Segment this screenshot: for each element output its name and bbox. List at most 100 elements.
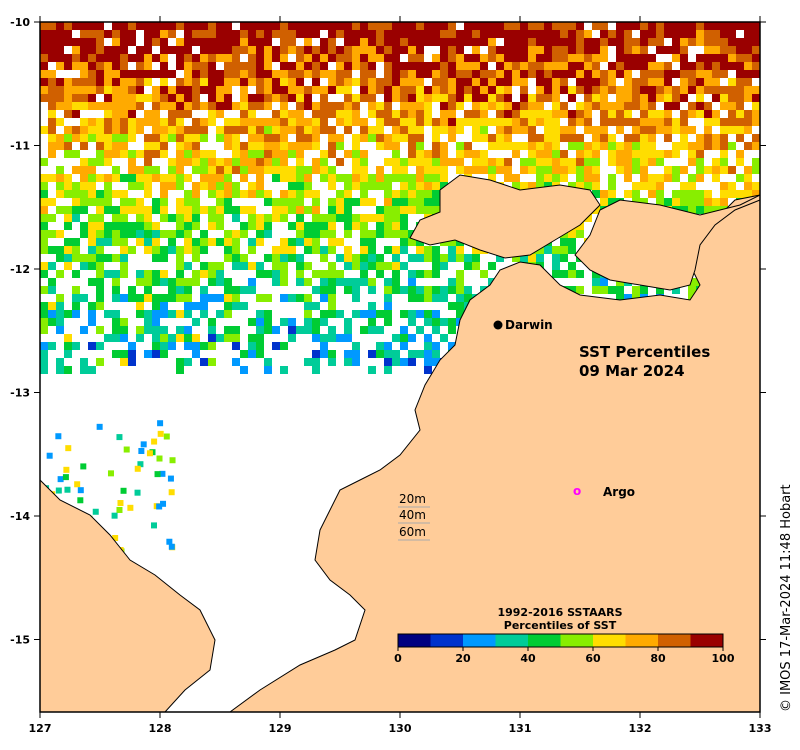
sst-cell bbox=[720, 182, 728, 190]
sst-cell bbox=[88, 174, 96, 182]
sst-cell bbox=[200, 174, 208, 182]
sst-cell bbox=[520, 182, 528, 190]
sst-cell bbox=[384, 302, 392, 310]
sst-cell bbox=[488, 70, 496, 78]
sst-cell bbox=[456, 246, 464, 254]
sst-cell bbox=[352, 286, 360, 294]
sst-cell bbox=[88, 222, 96, 230]
sst-cell bbox=[384, 102, 392, 110]
sst-cell bbox=[112, 270, 120, 278]
sst-cell bbox=[160, 46, 168, 54]
sst-cell bbox=[528, 38, 536, 46]
sst-cell bbox=[568, 22, 576, 30]
sst-cell bbox=[272, 78, 280, 86]
sst-cell bbox=[392, 262, 400, 270]
sst-cell bbox=[360, 174, 368, 182]
sst-cell bbox=[384, 46, 392, 54]
sst-cell bbox=[248, 206, 256, 214]
sst-cell bbox=[40, 38, 48, 46]
sst-cell bbox=[256, 230, 264, 238]
sst-cell bbox=[680, 142, 688, 150]
sst-cell bbox=[352, 30, 360, 38]
sst-cell bbox=[640, 126, 648, 134]
sst-cell bbox=[200, 54, 208, 62]
sst-cell bbox=[312, 158, 320, 166]
sst-cell bbox=[240, 22, 248, 30]
sst-cell bbox=[552, 46, 560, 54]
sst-cell bbox=[72, 310, 80, 318]
sst-cell bbox=[728, 190, 736, 198]
sst-cell bbox=[624, 102, 632, 110]
sst-cell bbox=[88, 310, 96, 318]
sst-cell bbox=[432, 190, 440, 198]
sst-cell bbox=[40, 358, 48, 366]
sst-cell bbox=[704, 134, 712, 142]
sst-cell bbox=[144, 158, 152, 166]
sst-cell bbox=[55, 487, 62, 494]
sst-cell bbox=[112, 86, 120, 94]
sst-cell bbox=[168, 182, 176, 190]
sst-cell bbox=[288, 110, 296, 118]
sst-cell bbox=[272, 70, 280, 78]
sst-cell bbox=[456, 150, 464, 158]
sst-cell bbox=[488, 54, 496, 62]
sst-cell bbox=[400, 166, 408, 174]
sst-cell bbox=[136, 334, 144, 342]
sst-cell bbox=[536, 102, 544, 110]
sst-cell bbox=[696, 166, 704, 174]
sst-cell bbox=[328, 246, 336, 254]
sst-cell bbox=[56, 86, 64, 94]
sst-cell bbox=[464, 78, 472, 86]
sst-cell bbox=[664, 118, 672, 126]
sst-cell bbox=[728, 110, 736, 118]
sst-cell bbox=[408, 286, 416, 294]
sst-cell bbox=[208, 294, 216, 302]
sst-cell bbox=[184, 30, 192, 38]
title-line1: SST Percentiles bbox=[579, 343, 711, 361]
sst-cell bbox=[120, 134, 128, 142]
sst-cell bbox=[640, 142, 648, 150]
sst-cell bbox=[208, 54, 216, 62]
sst-cell bbox=[712, 22, 720, 30]
sst-cell bbox=[408, 38, 416, 46]
sst-cell bbox=[144, 310, 152, 318]
sst-cell bbox=[296, 118, 304, 126]
sst-cell bbox=[104, 238, 112, 246]
sst-cell bbox=[392, 70, 400, 78]
sst-cell bbox=[304, 246, 312, 254]
sst-cell bbox=[312, 318, 320, 326]
sst-cell bbox=[104, 78, 112, 86]
sst-cell bbox=[360, 126, 368, 134]
sst-cell bbox=[672, 70, 680, 78]
sst-cell bbox=[256, 318, 264, 326]
sst-cell bbox=[656, 22, 664, 30]
sst-cell bbox=[328, 78, 336, 86]
sst-cell bbox=[272, 30, 280, 38]
colorbar-segment bbox=[593, 634, 626, 647]
sst-cell bbox=[192, 238, 200, 246]
sst-cell bbox=[352, 54, 360, 62]
sst-cell bbox=[192, 198, 200, 206]
sst-cell bbox=[264, 134, 272, 142]
sst-cell bbox=[224, 118, 232, 126]
sst-cell bbox=[128, 70, 136, 78]
sst-cell bbox=[208, 174, 216, 182]
sst-cell bbox=[320, 350, 328, 358]
sst-cell bbox=[80, 118, 88, 126]
sst-cell bbox=[184, 46, 192, 54]
sst-cell bbox=[320, 246, 328, 254]
sst-cell bbox=[288, 150, 296, 158]
sst-cell bbox=[344, 86, 352, 94]
sst-cell bbox=[256, 70, 264, 78]
sst-cell bbox=[40, 222, 48, 230]
sst-cell bbox=[752, 158, 760, 166]
sst-cell bbox=[200, 78, 208, 86]
sst-cell bbox=[216, 126, 224, 134]
sst-cell bbox=[208, 158, 216, 166]
sst-cell bbox=[192, 118, 200, 126]
sst-cell bbox=[464, 166, 472, 174]
sst-cell bbox=[520, 54, 528, 62]
sst-cell bbox=[48, 302, 56, 310]
sst-cell bbox=[600, 198, 608, 206]
